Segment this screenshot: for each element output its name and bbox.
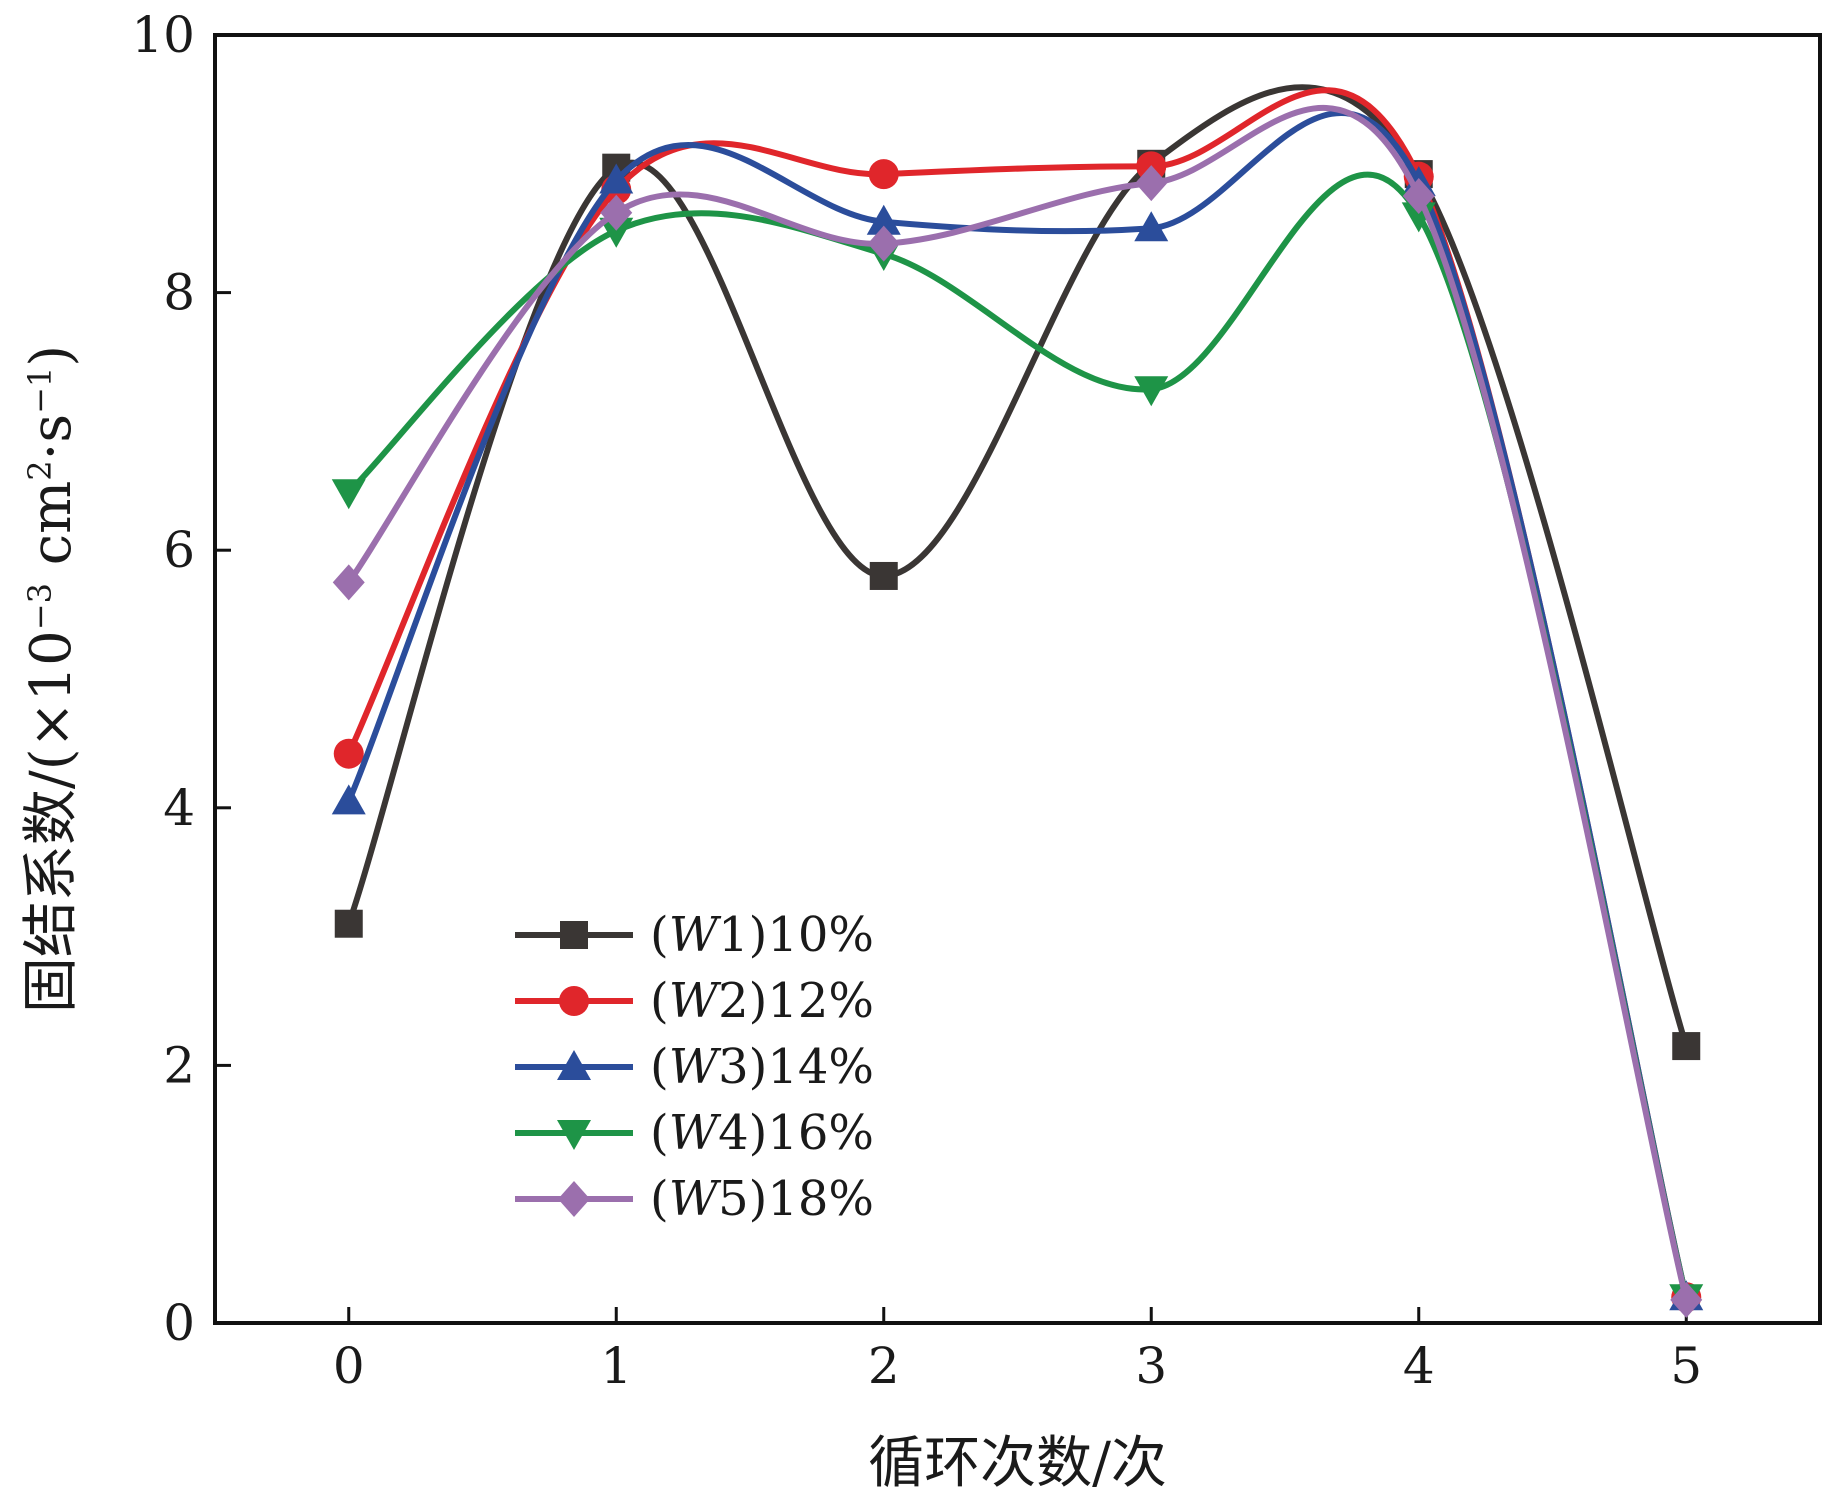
series-5 [332, 104, 1703, 1318]
legend-label: (W4)16% [650, 1105, 874, 1161]
data-point [331, 784, 366, 815]
data-point [1672, 1032, 1701, 1061]
data-point [868, 159, 899, 190]
data-point [1134, 211, 1169, 242]
x-axis-title: 循环次数/次 [868, 1431, 1167, 1496]
legend-label: (W2)12% [650, 973, 874, 1029]
legend-marker [560, 921, 588, 949]
data-point [332, 564, 365, 601]
data-point [869, 561, 898, 590]
legend-label: (W3)14% [650, 1039, 874, 1095]
data-point [599, 217, 634, 248]
series-2 [333, 87, 1702, 1313]
y-tick-label: 4 [163, 779, 195, 837]
y-tick-label: 10 [131, 6, 195, 64]
data-point [1670, 1281, 1703, 1318]
y-axis-title: 固结系数/(×10−3 cm2·s−1) [19, 345, 84, 1013]
x-tick-label: 4 [1403, 1337, 1435, 1395]
x-tick-label: 3 [1135, 1337, 1167, 1395]
data-point [1402, 178, 1435, 214]
data-point [867, 225, 900, 262]
plot-area [213, 33, 1822, 1325]
data-point [600, 194, 633, 231]
x-tick-label: 1 [600, 1337, 632, 1395]
legend-marker [557, 1120, 591, 1150]
legend: (W1)10% (W2)12% (W3)14% (W4)16% (W5)18% [515, 907, 874, 1227]
legend-item: (W3)14% [515, 1039, 874, 1095]
y-tick-label: 6 [163, 521, 195, 579]
legend-item: (W1)10% [515, 907, 874, 963]
legend-item: (W5)18% [515, 1171, 874, 1227]
data-point [1134, 376, 1169, 407]
legend-marker [557, 1050, 591, 1080]
series-line [346, 171, 1690, 1298]
plot-frame [213, 33, 1822, 1325]
legend-item: (W2)12% [515, 973, 874, 1029]
data-point [599, 163, 634, 194]
axis-ticks: 0 1 2 3 4 5 0 2 4 6 8 10 [131, 6, 1702, 1395]
data-point [333, 738, 364, 769]
x-tick-label: 2 [868, 1337, 900, 1395]
legend-item: (W4)16% [515, 1105, 874, 1161]
legend-marker [558, 1181, 590, 1217]
y-tick-label: 0 [163, 1294, 195, 1352]
y-tick-label: 8 [163, 264, 195, 322]
series-line [345, 110, 1690, 1298]
series-4 [331, 171, 1704, 1315]
data-point [334, 909, 363, 938]
data-point [331, 479, 366, 510]
data-point [866, 204, 901, 235]
data-point [1135, 165, 1168, 202]
x-tick-label: 5 [1670, 1337, 1702, 1395]
legend-marker [559, 986, 589, 1016]
series-layer [331, 84, 1704, 1318]
x-tick-label: 0 [333, 1337, 365, 1395]
legend-label: (W1)10% [650, 907, 874, 963]
y-tick-label: 2 [163, 1036, 195, 1094]
legend-label: (W5)18% [650, 1171, 874, 1227]
